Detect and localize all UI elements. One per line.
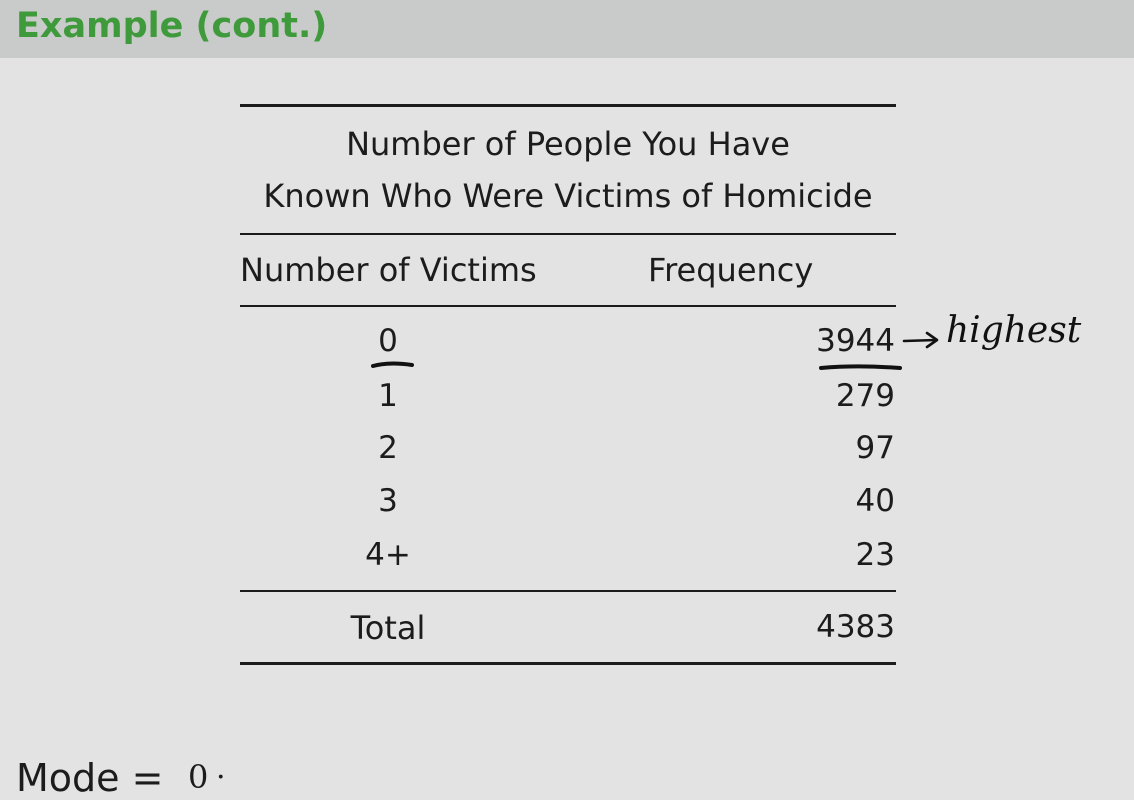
- total-rule: [240, 590, 896, 592]
- total-label: Total: [350, 609, 426, 647]
- highest-annotation: highest: [946, 310, 1082, 351]
- table-cell-frequency: 3944: [816, 323, 895, 359]
- page-title: Example (cont.): [16, 6, 328, 46]
- header-bar: Example (cont.): [0, 0, 1134, 58]
- mode-value: 0: [188, 758, 209, 796]
- table-top-rule: [240, 104, 896, 107]
- table-cell-victims: 0: [378, 323, 398, 359]
- underline-mark: [819, 364, 902, 370]
- caption-rule: [240, 233, 896, 235]
- table-cell-victims: 1: [378, 378, 398, 414]
- mode-dot: ·: [216, 760, 226, 795]
- table-cell-victims: 3: [378, 483, 398, 519]
- table-bottom-rule: [240, 662, 896, 665]
- underline-mark: [371, 361, 414, 368]
- total-value: 4383: [816, 609, 895, 645]
- table-cell-frequency: 97: [855, 430, 895, 466]
- column-header-frequency: Frequency: [648, 251, 814, 289]
- table-cell-frequency: 40: [855, 483, 895, 519]
- column-header-victims: Number of Victims: [240, 251, 537, 289]
- table-cell-victims: 2: [378, 430, 398, 466]
- arrow-right-icon: [902, 331, 939, 349]
- table-cell-frequency: 23: [855, 537, 895, 573]
- table-cell-frequency: 279: [835, 378, 895, 414]
- table-caption-line1: Number of People You Have: [346, 125, 790, 163]
- table-caption-line2: Known Who Were Victims of Homicide: [263, 177, 873, 215]
- table-cell-victims: 4+: [365, 537, 411, 573]
- mode-label: Mode =: [16, 756, 164, 800]
- header-rule: [240, 305, 896, 307]
